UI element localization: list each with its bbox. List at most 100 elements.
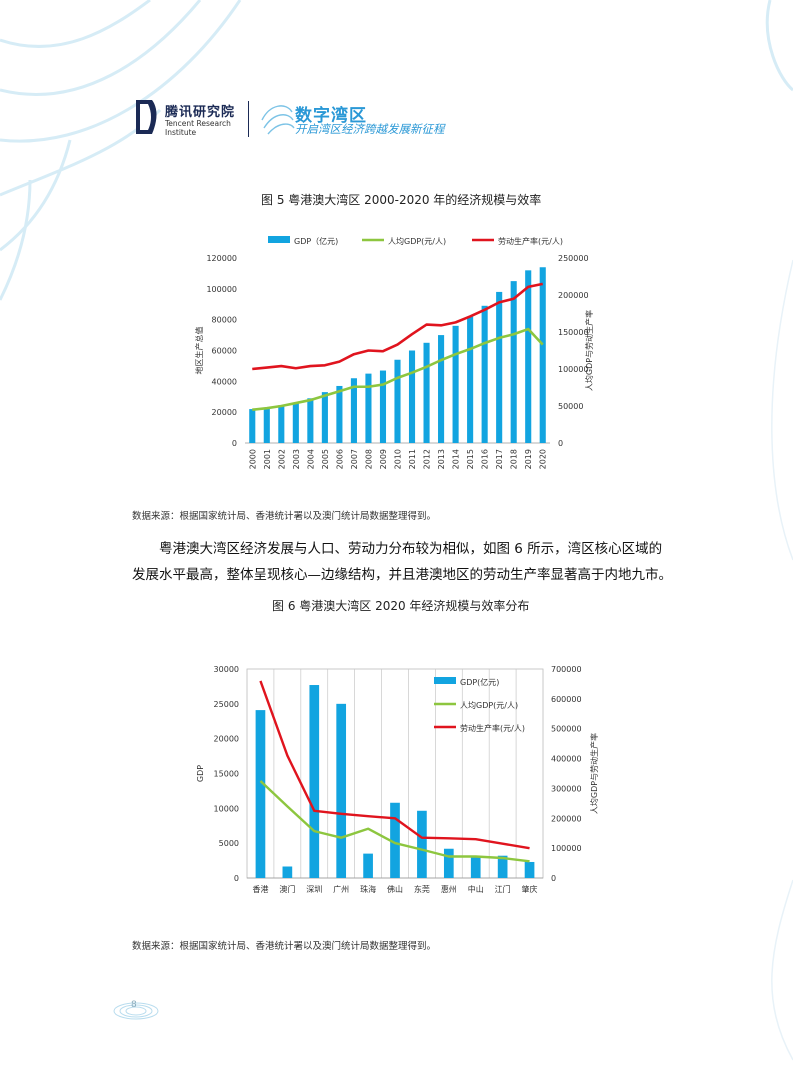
- y-tick-label: 120000: [206, 254, 237, 263]
- x-tick-label: 中山: [468, 884, 484, 894]
- legend-swatch: [268, 236, 290, 243]
- y-axis-label: GDP: [196, 765, 205, 782]
- bar: [423, 342, 430, 443]
- bar: [365, 373, 372, 443]
- bar: [443, 848, 454, 878]
- tencent-research-logo-icon: [136, 100, 157, 134]
- x-tick-label: 2002: [277, 449, 286, 469]
- y2-axis-label: 人均GDP与劳动生产率: [584, 310, 594, 391]
- x-tick-label: 香港: [252, 884, 268, 894]
- x-tick-label: 2011: [408, 449, 417, 469]
- bar: [408, 350, 416, 443]
- legend-label: 劳动生产率(元/人): [460, 723, 525, 733]
- y-tick-label: 40000: [212, 377, 237, 386]
- y-tick-label: 60000: [212, 347, 237, 356]
- figure6-chart: 0500010000150002000025000300000100000200…: [196, 665, 599, 894]
- bar: [438, 335, 445, 443]
- right-wave-lines: [771, 259, 793, 1061]
- legend-label: 劳动生产率(元/人): [498, 236, 563, 246]
- x-tick-label: 2006: [335, 449, 344, 469]
- x-tick-label: 2009: [379, 449, 388, 469]
- x-tick-label: 2001: [263, 449, 272, 469]
- x-tick-label: 2019: [524, 449, 533, 469]
- x-tick-label: 广州: [333, 884, 349, 894]
- bar: [481, 305, 488, 443]
- bar: [363, 853, 373, 878]
- y2-tick-label: 100000: [551, 844, 582, 853]
- x-tick-label: 肇庆: [522, 884, 538, 894]
- y-tick-label: 0: [232, 439, 237, 448]
- x-tick-label: 2018: [510, 449, 519, 469]
- bar: [307, 398, 314, 443]
- y2-tick-label: 600000: [551, 695, 582, 704]
- bar: [255, 710, 266, 878]
- y2-tick-label: 200000: [558, 291, 589, 300]
- bar: [452, 325, 459, 443]
- y2-tick-label: 700000: [551, 665, 582, 674]
- corner-wave-lines: [0, 0, 793, 301]
- figure6-title: 图 6 粤港澳大湾区 2020 年经济规模与效率分布: [272, 599, 530, 613]
- y2-tick-label: 400000: [551, 755, 582, 764]
- x-tick-label: 2015: [466, 449, 475, 469]
- bar: [249, 409, 256, 443]
- x-tick-label: 2008: [364, 449, 373, 469]
- bar: [394, 359, 401, 443]
- bar: [497, 855, 508, 878]
- y2-tick-label: 0: [558, 439, 563, 448]
- figure6-source: 数据来源：根据国家统计局、香港统计署以及澳门统计局数据整理得到。: [132, 941, 437, 952]
- series-line: [252, 327, 544, 411]
- x-tick-label: 佛山: [387, 884, 403, 894]
- header-divider: [248, 101, 249, 137]
- legend-label: GDP(亿元): [460, 677, 499, 687]
- x-tick-label: 2010: [394, 449, 403, 469]
- digital-bay-wave-icon: [261, 105, 295, 135]
- bar: [278, 405, 285, 443]
- x-tick-label: 2000: [248, 449, 257, 469]
- figure5-title: 图 5 粤港澳大湾区 2000-2020 年的经济规模与效率: [261, 193, 542, 207]
- y2-tick-label: 200000: [551, 814, 582, 823]
- bar: [336, 703, 347, 878]
- x-tick-label: 2004: [306, 449, 315, 469]
- legend-label: 人均GDP(元/人): [388, 236, 446, 246]
- series-line: [259, 680, 530, 850]
- legend-swatch: [434, 677, 456, 684]
- bar: [524, 861, 535, 878]
- page-number-ripple: [113, 1002, 159, 1020]
- bar: [525, 270, 532, 443]
- x-tick-label: 澳门: [279, 884, 295, 894]
- y-tick-label: 20000: [214, 735, 239, 744]
- legend-label: GDP（亿元): [294, 236, 338, 246]
- x-tick-label: 2020: [539, 449, 548, 469]
- x-tick-label: 深圳: [306, 884, 322, 894]
- bar: [510, 281, 517, 443]
- bar: [467, 316, 474, 443]
- x-tick-label: 东莞: [414, 884, 430, 894]
- x-tick-label: 2014: [452, 449, 461, 469]
- y-tick-label: 80000: [212, 316, 237, 325]
- bar: [417, 810, 427, 878]
- y-tick-label: 5000: [219, 839, 239, 848]
- y2-tick-label: 500000: [551, 725, 582, 734]
- x-tick-label: 2016: [481, 449, 490, 469]
- x-tick-label: 2007: [350, 449, 359, 469]
- bar: [282, 866, 293, 878]
- series-line: [259, 780, 530, 863]
- figure5-chart: 0 20000 40000 60000 80000 100000 120000 0 50000 1…: [194, 236, 594, 469]
- x-tick-label: 2017: [495, 449, 504, 469]
- y2-tick-label: 150000: [558, 328, 589, 337]
- x-tick-label: 2005: [321, 449, 330, 469]
- x-tick-label: 2013: [437, 449, 446, 469]
- x-tick-label: 江门: [495, 884, 511, 894]
- legend-label: 人均GDP(元/人): [460, 700, 518, 710]
- brand-name-en: Tencent Research Institute: [165, 119, 231, 137]
- topic-subtitle: 开启湾区经济跨越发展新征程: [295, 122, 445, 136]
- y-tick-label: 15000: [214, 770, 239, 779]
- bar: [539, 267, 546, 443]
- y2-axis-label: 人均GDP与劳动生产率: [589, 733, 599, 814]
- y-axis-label: 地区生产总值: [194, 327, 204, 375]
- x-tick-label: 珠海: [360, 884, 376, 894]
- bar: [292, 402, 299, 443]
- bar: [263, 407, 270, 443]
- page-number: 8: [131, 1000, 137, 1010]
